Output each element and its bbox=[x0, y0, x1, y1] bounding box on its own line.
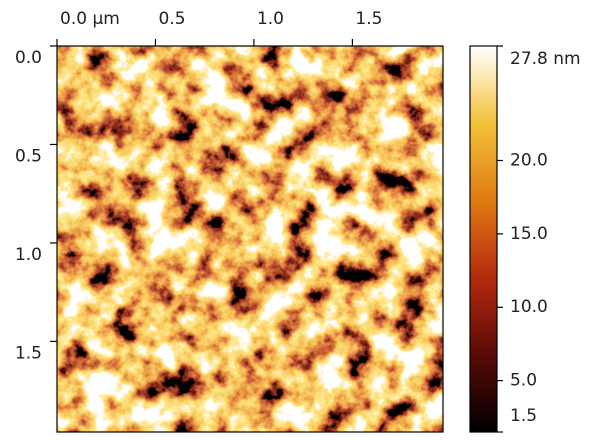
x-tick-label: 0.5 bbox=[158, 9, 185, 29]
y-tick-label: 1.5 bbox=[15, 343, 42, 363]
colorbar-tick-label: 15.0 bbox=[510, 224, 548, 244]
colorbar-tick-label: 1.5 bbox=[510, 406, 537, 426]
image-frame bbox=[56, 45, 444, 433]
colorbar-tick-label: 10.0 bbox=[510, 297, 548, 317]
y-tick-label: 0.0 bbox=[15, 48, 42, 68]
x-tick-label: 1.0 bbox=[257, 9, 284, 29]
afm-image bbox=[57, 46, 443, 432]
x-tick-label: 1.5 bbox=[355, 9, 382, 29]
colorbar bbox=[469, 45, 498, 433]
x-tick-label: 0.0 µm bbox=[60, 9, 120, 29]
colorbar-tick-label: 27.8 nm bbox=[510, 49, 581, 69]
y-tick-label: 0.5 bbox=[15, 146, 42, 166]
y-tick-label: 1.0 bbox=[15, 245, 42, 265]
colorbar-tick-label: 5.0 bbox=[510, 371, 537, 391]
colorbar-tick-label: 20.0 bbox=[510, 150, 548, 170]
